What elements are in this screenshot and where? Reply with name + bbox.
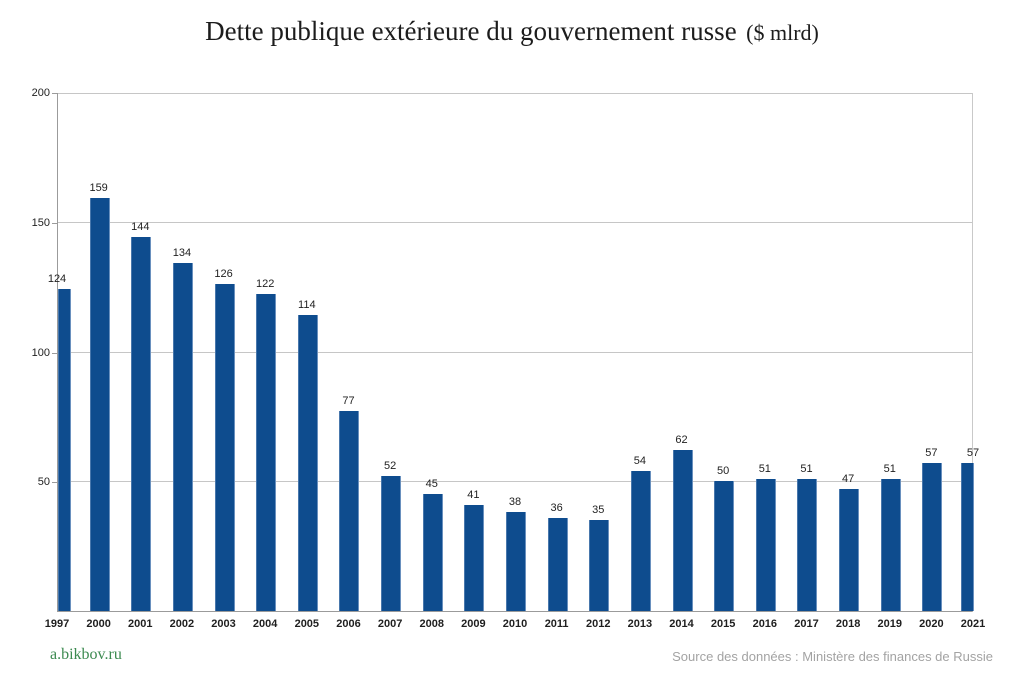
- y-axis-tick-label: 150: [31, 216, 50, 229]
- bar: [506, 512, 526, 611]
- bar: [89, 198, 110, 611]
- bar-value-label: 134: [172, 247, 192, 259]
- chart-title-unit: ($ mlrd): [746, 20, 819, 45]
- bar: [797, 479, 818, 611]
- plot-area: [57, 93, 974, 612]
- y-axis-tick-label: 200: [31, 87, 50, 99]
- bar: [839, 489, 860, 611]
- data-source-note: Source des données : Ministère des finan…: [672, 649, 993, 664]
- bar-value-label: 114: [298, 299, 316, 311]
- bar-value-label: 51: [758, 463, 771, 475]
- bar-value-label: 57: [925, 447, 938, 459]
- gridline: [58, 481, 972, 483]
- x-axis-tick-label: 2017: [794, 618, 819, 630]
- x-axis-tick-label: 2016: [752, 618, 778, 630]
- bar: [256, 294, 277, 611]
- bar: [464, 505, 485, 611]
- gridline: [58, 93, 972, 94]
- bar-value-label: 35: [592, 504, 605, 516]
- bar: [961, 463, 974, 611]
- chart-title: Dette publique extérieure du gouvernemen…: [0, 16, 1024, 47]
- bar-value-label: 159: [89, 182, 108, 194]
- bar: [381, 476, 402, 611]
- bar-value-label: 38: [508, 496, 522, 508]
- bar-value-label: 47: [841, 473, 855, 485]
- x-axis-tick-label: 2008: [419, 618, 444, 630]
- y-axis-tick: [52, 482, 57, 484]
- x-axis-tick-label: 2009: [461, 618, 486, 630]
- x-axis-tick-label: 1997: [44, 618, 70, 630]
- x-axis-tick-label: 2019: [877, 618, 902, 630]
- x-axis-tick-label: 2003: [211, 618, 236, 630]
- x-axis-tick-label: 2021: [960, 618, 986, 630]
- x-axis-tick-label: 2004: [252, 618, 278, 630]
- x-axis-tick-label: 2014: [669, 618, 694, 630]
- x-axis-tick-label: 2007: [377, 618, 403, 630]
- bar: [547, 518, 568, 611]
- bar-value-label: 57: [966, 447, 980, 459]
- gridline: [58, 351, 972, 353]
- y-axis-tick-label: 100: [31, 346, 50, 359]
- bar-value-label: 45: [425, 478, 438, 490]
- bar-value-label: 41: [467, 489, 480, 501]
- y-axis-tick: [52, 352, 57, 354]
- x-axis-tick-label: 2000: [86, 618, 111, 630]
- bar-value-label: 54: [633, 455, 647, 467]
- bar-value-label: 144: [131, 221, 150, 233]
- bar-value-label: 50: [717, 465, 730, 477]
- x-axis-tick-label: 2012: [586, 618, 611, 630]
- bar: [339, 411, 360, 611]
- x-axis-tick-label: 2018: [835, 618, 861, 630]
- x-axis-tick-label: 2001: [128, 618, 153, 630]
- gridline: [58, 221, 972, 223]
- bar-value-label: 122: [255, 278, 275, 290]
- x-axis-tick-label: 2013: [627, 618, 653, 630]
- bar-value-label: 77: [342, 395, 355, 407]
- chart-title-main: Dette publique extérieure du gouvernemen…: [205, 16, 737, 46]
- bar: [922, 463, 943, 611]
- bar: [172, 263, 193, 611]
- bar: [214, 284, 235, 611]
- bar-value-label: 51: [800, 463, 813, 475]
- bar: [422, 494, 443, 611]
- bar: [880, 479, 901, 611]
- bar-value-label: 62: [675, 434, 688, 446]
- bar: [630, 471, 651, 611]
- bar: [297, 315, 318, 611]
- bar: [672, 450, 693, 611]
- y-axis-tick: [52, 222, 57, 224]
- y-axis-tick-label: 50: [37, 476, 50, 489]
- x-axis-tick-label: 2011: [544, 618, 569, 630]
- bar: [589, 520, 610, 611]
- site-link[interactable]: a.bikbov.ru: [50, 646, 122, 663]
- bar-value-label: 126: [214, 268, 233, 280]
- y-axis-tick: [52, 93, 57, 94]
- bar-value-label: 52: [383, 460, 397, 472]
- bar-value-label: 36: [550, 502, 563, 514]
- x-axis-tick-label: 2005: [294, 618, 320, 630]
- x-axis-tick-label: 2002: [169, 618, 195, 630]
- bar: [58, 289, 71, 611]
- bar-value-label: 124: [47, 273, 67, 285]
- bar: [714, 481, 735, 611]
- x-axis-tick-label: 2020: [919, 618, 944, 630]
- x-axis-tick-label: 2006: [336, 618, 361, 630]
- bar: [755, 479, 776, 611]
- bar: [131, 237, 152, 611]
- x-axis-tick-label: 2015: [710, 618, 736, 630]
- bar-value-label: 51: [883, 463, 896, 475]
- x-axis-tick-label: 2010: [502, 618, 528, 630]
